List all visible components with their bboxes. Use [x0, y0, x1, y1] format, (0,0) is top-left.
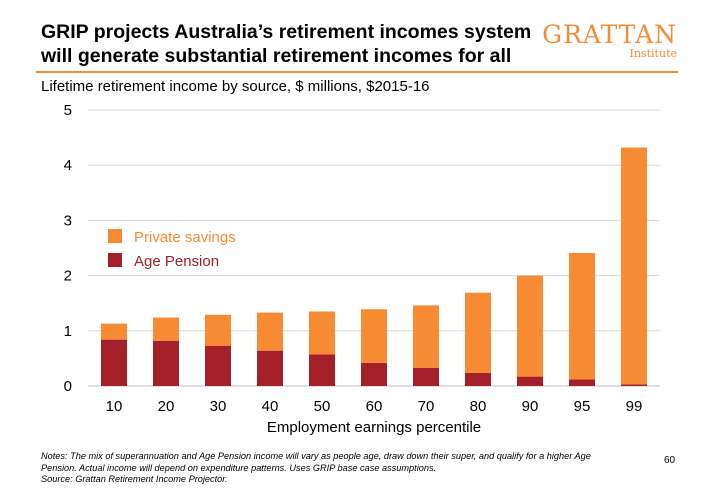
bar-age-pension-50	[309, 354, 335, 386]
bar-private-savings-99	[621, 147, 647, 385]
slide-title-line-1: GRIP projects Australia’s retirement inc…	[41, 21, 532, 43]
bar-private-savings-40	[257, 312, 283, 351]
bar-private-savings-90	[517, 275, 543, 377]
x-tick-label-60: 60	[366, 398, 383, 415]
x-tick-label-10: 10	[106, 398, 123, 415]
bar-age-pension-20	[153, 340, 179, 386]
bar-private-savings-50	[309, 311, 335, 355]
logo-subtitle: Institute	[629, 47, 677, 60]
bar-age-pension-60	[361, 362, 387, 386]
legend-swatch-age-pension	[108, 253, 122, 267]
notes-line-1: Notes: The mix of superannuation and Age…	[41, 451, 591, 461]
x-tick-label-40: 40	[262, 398, 279, 415]
x-tick-label-99: 99	[626, 398, 643, 415]
legend-label-age-pension: Age Pension	[134, 253, 219, 270]
slide-title: GRIP projects Australia’s retirement inc…	[41, 20, 561, 68]
x-tick-label-90: 90	[522, 398, 539, 415]
bar-private-savings-10	[101, 323, 127, 340]
y-tick-label-2: 2	[64, 268, 72, 285]
bar-private-savings-95	[569, 252, 595, 380]
x-tick-label-70: 70	[418, 398, 435, 415]
title-divider	[36, 71, 678, 73]
x-tick-label-95: 95	[574, 398, 591, 415]
x-tick-label-30: 30	[210, 398, 227, 415]
grattan-logo: GRATTAN Institute	[542, 22, 680, 66]
bar-private-savings-80	[465, 292, 491, 373]
x-tick-label-80: 80	[470, 398, 487, 415]
legend-label-private-savings: Private savings	[134, 229, 236, 246]
bar-private-savings-20	[153, 317, 179, 341]
y-tick-label-3: 3	[64, 212, 72, 229]
source-line: Source: Grattan Retirement Income Projec…	[41, 474, 228, 484]
slide-title-line-2: will generate substantial retirement inc…	[41, 45, 512, 67]
logo-name: GRATTAN	[542, 20, 677, 49]
bar-private-savings-60	[361, 309, 387, 363]
bar-age-pension-90	[517, 376, 543, 386]
bar-private-savings-70	[413, 305, 439, 368]
page-number: 60	[664, 455, 676, 466]
notes-line-2: Pension. Actual income will depend on ex…	[41, 462, 437, 473]
y-tick-label-1: 1	[64, 323, 72, 340]
x-tick-label-20: 20	[158, 398, 175, 415]
chart-title: Lifetime retirement income by source, $ …	[41, 78, 430, 95]
bar-age-pension-40	[257, 350, 283, 386]
y-tick-label-4: 4	[64, 157, 72, 174]
x-axis-label: Employment earnings percentile	[267, 419, 481, 436]
bar-private-savings-30	[205, 314, 231, 346]
bar-age-pension-95	[569, 379, 595, 386]
legend-swatch-private-savings	[108, 229, 122, 243]
y-tick-label-5: 5	[64, 102, 72, 119]
chart-notes: Notes: The mix of superannuation and Age…	[41, 451, 651, 486]
bar-age-pension-80	[465, 372, 491, 386]
y-tick-label-0: 0	[64, 378, 72, 395]
bar-age-pension-10	[101, 339, 127, 386]
bar-age-pension-30	[205, 345, 231, 386]
bar-age-pension-70	[413, 367, 439, 386]
x-tick-label-50: 50	[314, 398, 331, 415]
bar-age-pension-99	[621, 384, 647, 386]
